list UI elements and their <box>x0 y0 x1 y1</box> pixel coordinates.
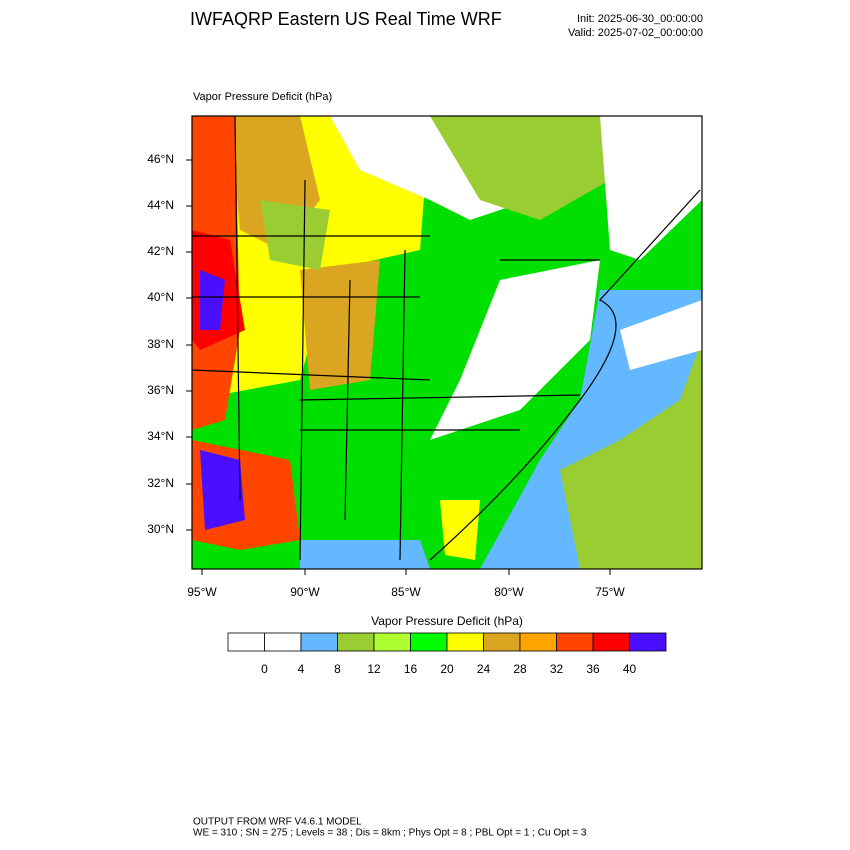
init-time: Init: 2025-06-30_00:00:00 <box>577 13 703 25</box>
colorbar-tick-label: 20 <box>440 662 454 676</box>
colorbar-tick-label: 28 <box>513 662 527 676</box>
colorbar-tick-label: 36 <box>586 662 600 676</box>
colorbar-box <box>519 632 557 652</box>
colorbar-tick-label: 24 <box>477 662 491 676</box>
colorbar-box <box>337 632 375 652</box>
lat-label: 38°N <box>147 337 174 351</box>
map-frame <box>191 115 703 570</box>
valid-time: Valid: 2025-07-02_00:00:00 <box>568 27 703 39</box>
colorbar-tick-label: 8 <box>334 662 341 676</box>
colorbar-box <box>446 632 484 652</box>
map-field <box>192 116 702 569</box>
colorbar-tick-label: 40 <box>623 662 637 676</box>
lon-label: 90°W <box>290 585 320 599</box>
colorbar-box <box>410 632 448 652</box>
lon-label: 80°W <box>494 585 524 599</box>
footer-line: WE = 310 ; SN = 275 ; Levels = 38 ; Dis … <box>193 828 587 839</box>
colorbar-tick-label: 32 <box>550 662 564 676</box>
colorbar-box <box>592 632 630 652</box>
lat-label: 40°N <box>147 290 174 304</box>
colorbar-box <box>373 632 411 652</box>
colorbar-box <box>483 632 521 652</box>
lat-label: 32°N <box>147 476 174 490</box>
colorbar-box <box>264 632 302 652</box>
lon-label: 85°W <box>391 585 421 599</box>
colorbar-tick-label: 12 <box>367 662 381 676</box>
lat-label: 44°N <box>147 198 174 212</box>
colorbar-box <box>300 632 338 652</box>
lon-label: 75°W <box>595 585 625 599</box>
colorbar-box <box>556 632 594 652</box>
lat-label: 30°N <box>147 522 174 536</box>
colorbar-tick-label: 0 <box>261 662 268 676</box>
map-label: Vapor Pressure Deficit (hPa) <box>193 91 332 103</box>
colorbar-title: Vapor Pressure Deficit (hPa) <box>371 614 523 628</box>
colorbar-box <box>629 632 667 652</box>
colorbar-box <box>227 632 265 652</box>
lat-label: 46°N <box>147 152 174 166</box>
lat-label: 42°N <box>147 244 174 258</box>
lon-label: 95°W <box>187 585 217 599</box>
lat-label: 36°N <box>147 383 174 397</box>
footer-line: OUTPUT FROM WRF V4.6.1 MODEL <box>193 817 362 828</box>
lat-label: 34°N <box>147 429 174 443</box>
colorbar-tick-label: 4 <box>298 662 305 676</box>
title: IWFAQRP Eastern US Real Time WRF <box>190 9 502 29</box>
colorbar-tick-label: 16 <box>404 662 418 676</box>
